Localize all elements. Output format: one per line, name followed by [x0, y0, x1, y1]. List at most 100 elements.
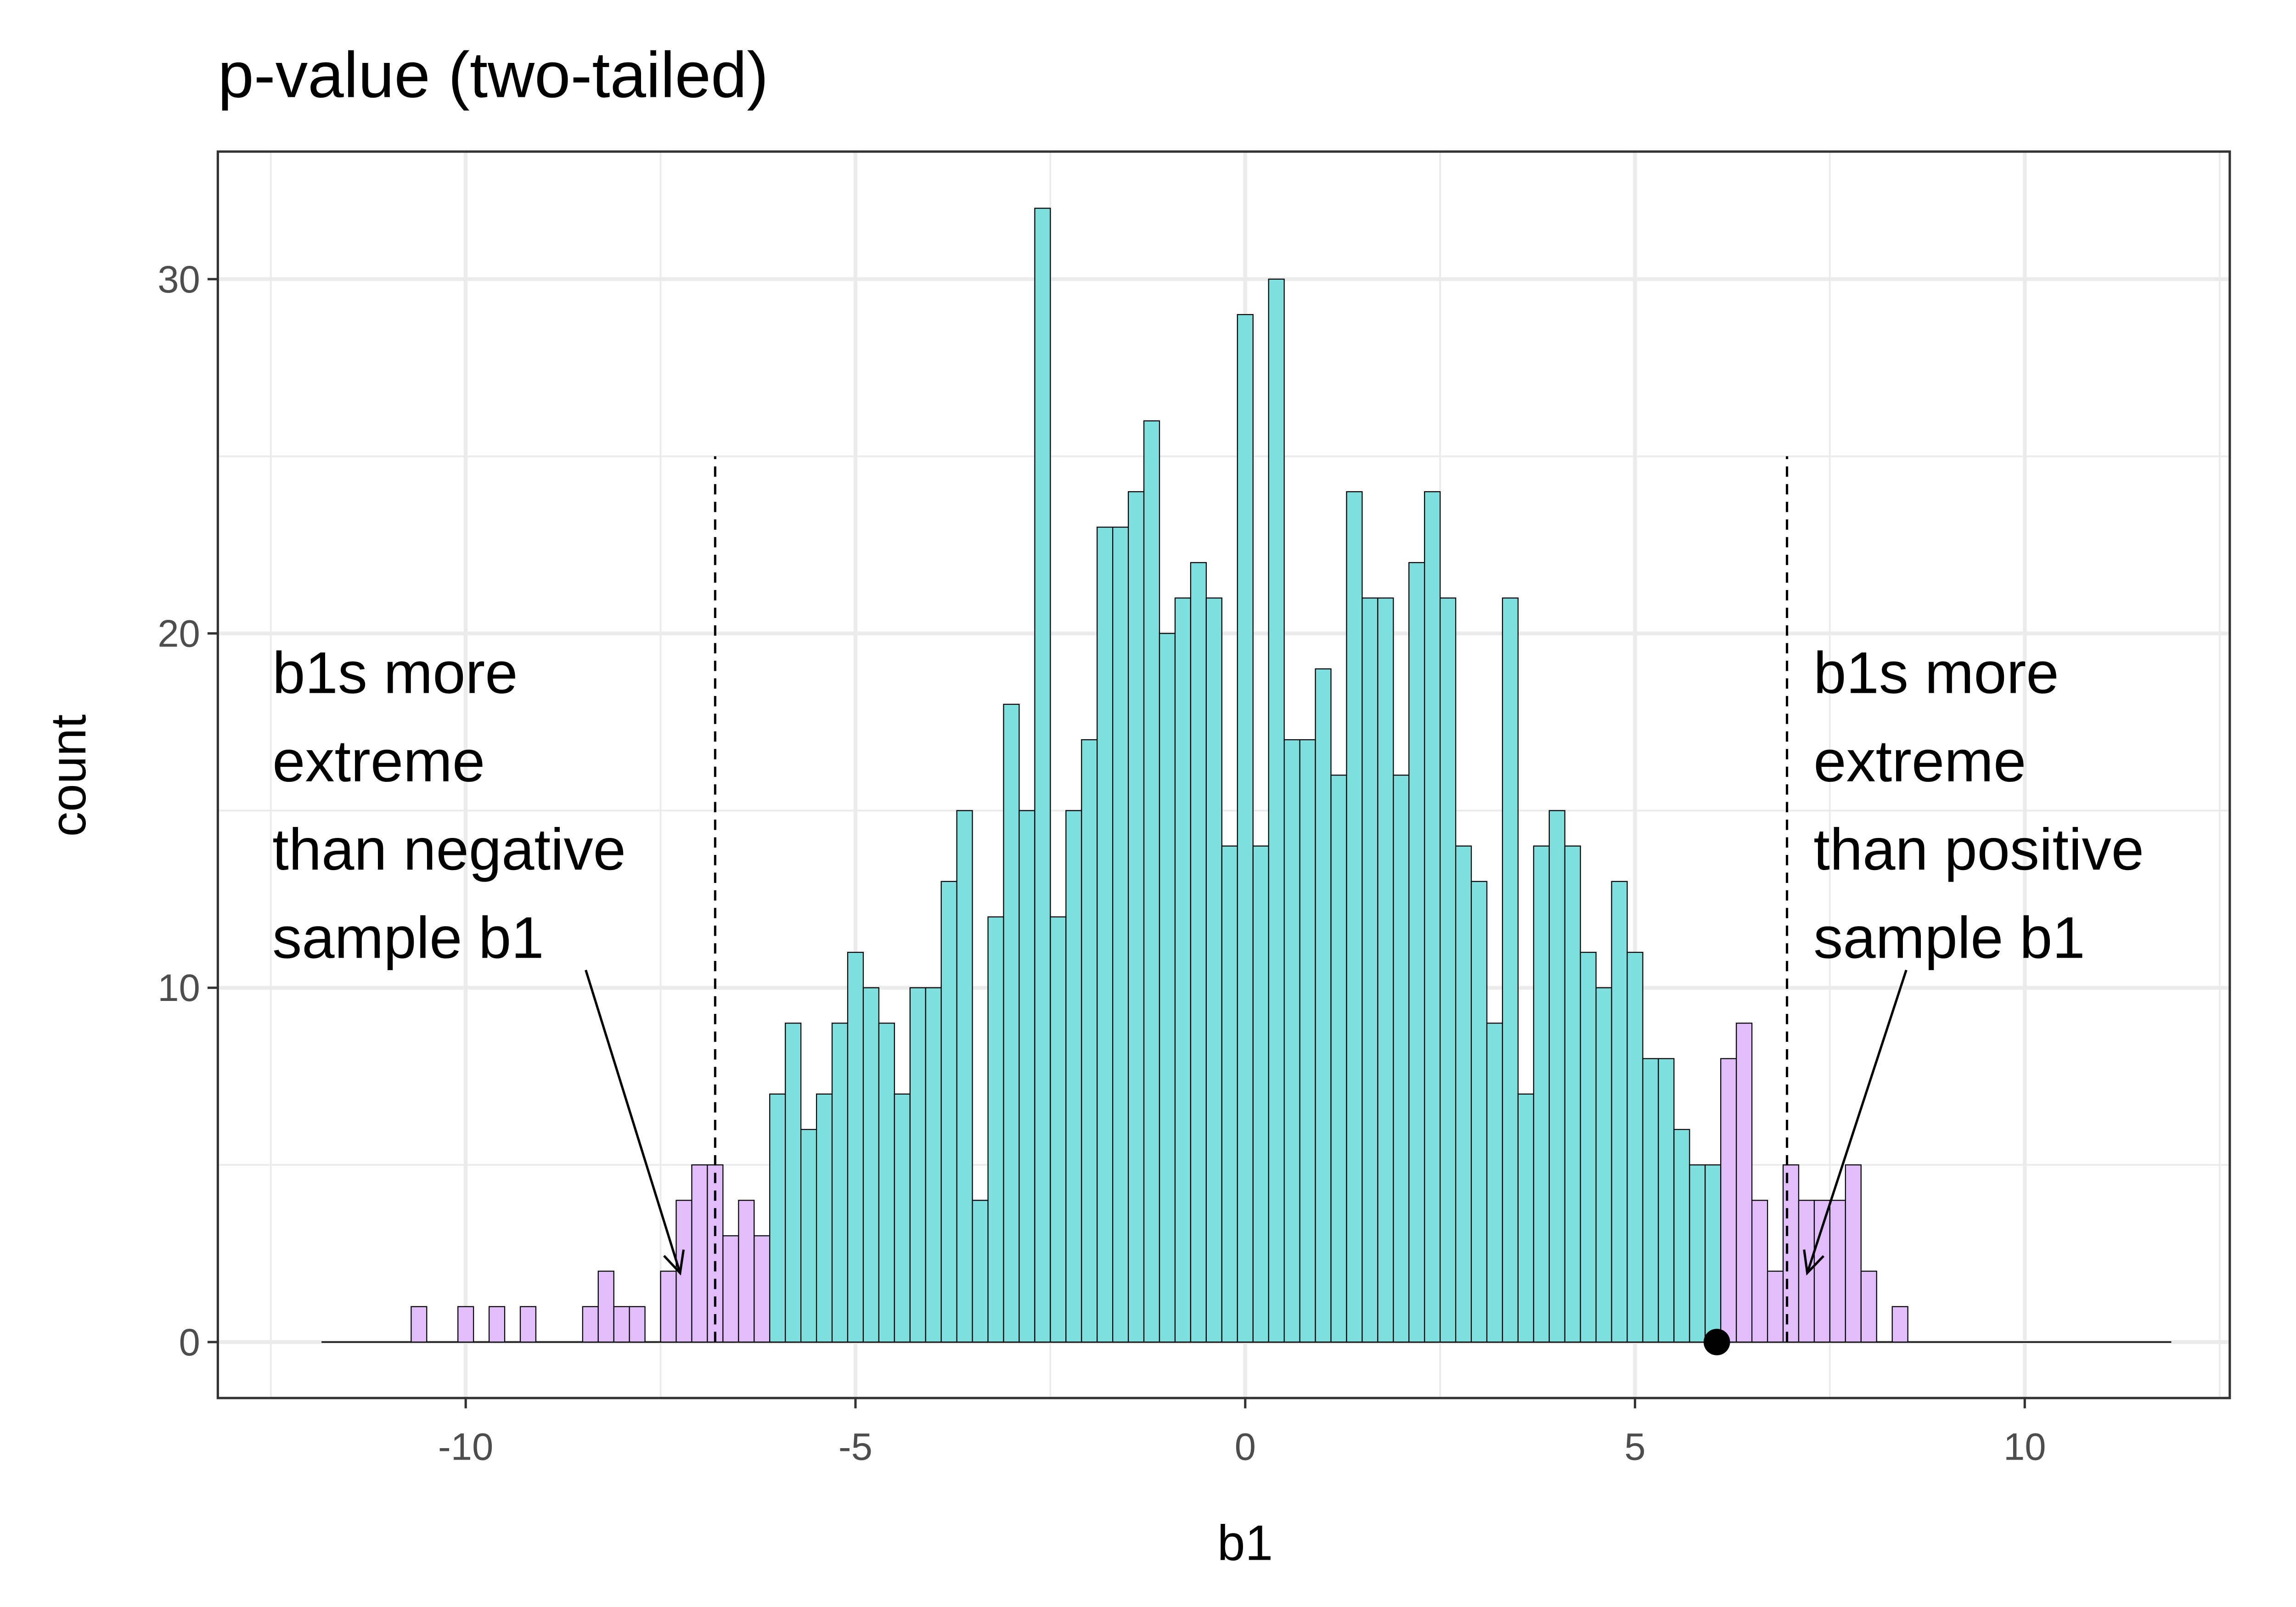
bar-typical: [769, 1093, 786, 1343]
bar-typical: [1127, 491, 1145, 1343]
bar-typical: [1252, 845, 1269, 1343]
bar-typical: [1611, 881, 1628, 1343]
chart-title: p-value (two-tailed): [218, 39, 768, 111]
bar-typical: [1346, 491, 1363, 1343]
arrowhead-icon: [663, 1249, 685, 1276]
bar-typical: [1470, 881, 1488, 1343]
annotation-text: extreme: [272, 729, 485, 794]
bar-typical: [1408, 562, 1425, 1343]
bar-typical: [909, 987, 926, 1343]
bar-typical: [1299, 739, 1316, 1343]
annotations: b1s more extreme than negative sample b1 b1s…: [272, 640, 2144, 1276]
bar-typical: [1564, 845, 1581, 1343]
bar-extreme: [411, 1306, 428, 1343]
annotation-text: sample b1: [1813, 905, 2085, 971]
bar-typical: [956, 810, 973, 1343]
y-tick-label: 0: [179, 1321, 200, 1364]
bar-extreme: [1720, 1058, 1737, 1343]
x-tick-label: -10: [438, 1425, 493, 1468]
bar-typical: [1315, 668, 1332, 1343]
bar-typical: [831, 1023, 849, 1343]
bar-typical: [1221, 845, 1238, 1343]
bar-typical: [1705, 1164, 1722, 1343]
x-axis-title: b1: [1217, 1515, 1273, 1571]
bar-typical: [1190, 562, 1207, 1343]
bar-extreme: [722, 1235, 739, 1343]
bar-typical: [1019, 810, 1035, 1343]
overlay: [714, 456, 1789, 1355]
annotation-text: sample b1: [272, 905, 544, 971]
bar-typical: [1440, 597, 1457, 1343]
bar-typical: [1097, 526, 1114, 1343]
bar-typical: [1642, 1058, 1659, 1343]
bar-typical: [1455, 845, 1472, 1343]
bar-typical: [1377, 597, 1394, 1343]
bar-extreme: [597, 1270, 614, 1343]
x-axis: -10 -5 0 5 10: [438, 1398, 2046, 1468]
bar-typical: [1205, 597, 1222, 1343]
bar-typical: [1065, 810, 1082, 1343]
x-tick-label: -5: [838, 1425, 872, 1468]
bar-typical: [1533, 845, 1550, 1343]
bar-extreme: [1751, 1200, 1768, 1343]
bar-typical: [1174, 597, 1192, 1343]
bar-typical: [785, 1023, 802, 1343]
bar-typical: [1626, 951, 1643, 1343]
bar-typical: [800, 1129, 817, 1343]
bar-typical: [1502, 597, 1519, 1343]
annotation-arrow: [585, 969, 681, 1274]
bar-extreme: [629, 1306, 646, 1343]
sample-b1-point: [1703, 1329, 1730, 1355]
bar-typical: [1486, 1023, 1503, 1343]
bar-extreme: [1782, 1164, 1800, 1343]
annotation-arrow: [1806, 969, 1908, 1274]
bar-typical: [1580, 951, 1597, 1343]
bar-typical: [816, 1093, 833, 1343]
bar-extreme: [1845, 1164, 1862, 1343]
annotation-text: extreme: [1813, 729, 2026, 794]
bar-extreme: [691, 1164, 708, 1343]
bar-extreme: [1813, 1200, 1831, 1343]
bar-typical: [1159, 633, 1176, 1343]
bar-typical: [925, 987, 942, 1343]
annotation-text: b1s more: [272, 640, 518, 706]
bar-typical: [1330, 775, 1347, 1343]
bar-typical: [1517, 1093, 1534, 1343]
bar-extreme: [754, 1235, 771, 1343]
bar-extreme: [582, 1306, 599, 1343]
bar-typical: [847, 951, 864, 1343]
y-axis: 0 10 20 30: [158, 258, 218, 1364]
bar-typical: [1673, 1129, 1690, 1343]
bar-typical: [1424, 491, 1441, 1343]
bar-typical: [1237, 314, 1254, 1343]
bar-extreme: [488, 1306, 506, 1343]
annotation-text: than positive: [1813, 817, 2144, 882]
bar-typical: [1362, 597, 1379, 1343]
bar-typical: [1393, 775, 1410, 1343]
plot-border: [216, 150, 2231, 1399]
x-tick-label: 5: [1624, 1425, 1645, 1468]
y-tick-label: 10: [158, 966, 200, 1009]
bar-extreme: [1891, 1306, 1908, 1343]
bar-typical: [1595, 987, 1612, 1343]
bar-typical: [1689, 1164, 1706, 1343]
bar-extreme: [613, 1306, 630, 1343]
bar-typical: [987, 916, 1004, 1343]
x-tick-label: 0: [1235, 1425, 1256, 1468]
bar-extreme: [660, 1270, 677, 1343]
bar-extreme: [1860, 1270, 1877, 1343]
bar-typical: [1081, 739, 1098, 1343]
bar-typical: [862, 987, 880, 1343]
bar-typical: [1034, 208, 1051, 1343]
bar-typical: [1112, 526, 1129, 1343]
bar-typical: [878, 1023, 895, 1343]
bar-typical: [1050, 916, 1067, 1343]
bar-typical: [1268, 278, 1285, 1343]
bar-extreme: [738, 1200, 755, 1343]
annotation-text: than negative: [272, 817, 626, 882]
bar-typical: [1658, 1058, 1675, 1343]
bar-typical: [1283, 739, 1300, 1343]
bar-typical: [894, 1093, 911, 1343]
bar-typical: [1003, 703, 1020, 1343]
